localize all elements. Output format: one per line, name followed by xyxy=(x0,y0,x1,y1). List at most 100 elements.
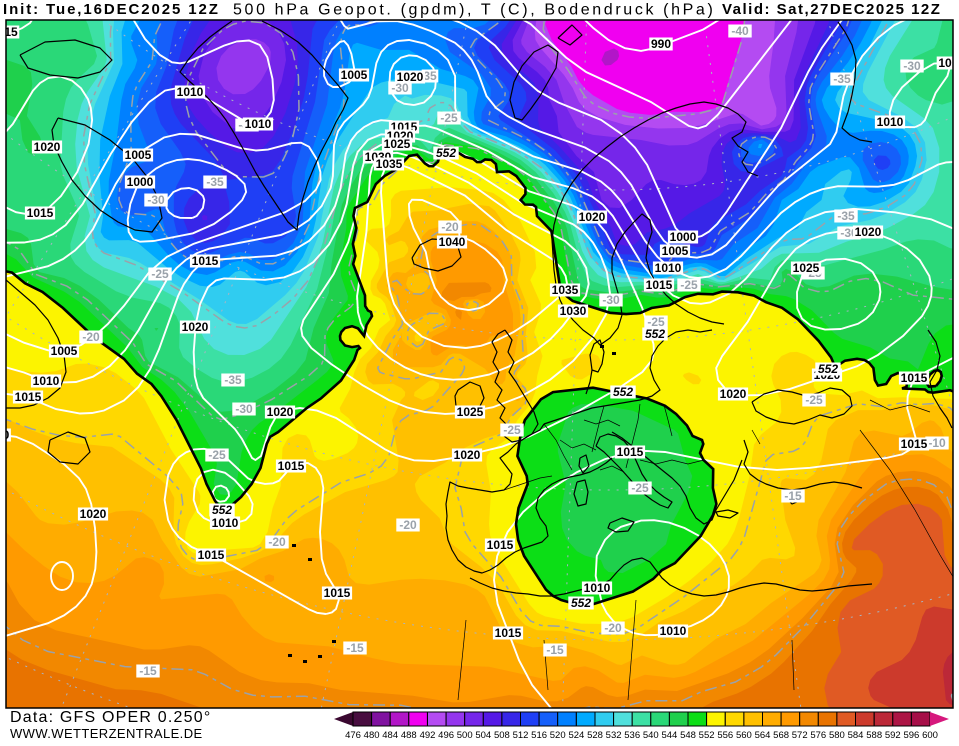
svg-text:544: 544 xyxy=(661,730,677,741)
svg-text:1000: 1000 xyxy=(670,230,697,244)
svg-text:WWW.WETTERZENTRALE.DE: WWW.WETTERZENTRALE.DE xyxy=(10,726,203,741)
svg-text:1010: 1010 xyxy=(660,624,687,638)
svg-text:0: 0 xyxy=(3,428,10,442)
svg-text:568: 568 xyxy=(773,730,789,741)
svg-text:1015: 1015 xyxy=(192,254,219,268)
svg-text:528: 528 xyxy=(587,730,603,741)
svg-text:1030: 1030 xyxy=(560,304,587,318)
svg-text:600: 600 xyxy=(922,730,938,741)
svg-text:500 hPa Geopot. (gpdm), T (C),: 500 hPa Geopot. (gpdm), T (C), Bodendruc… xyxy=(233,2,715,19)
svg-text:552: 552 xyxy=(436,146,456,160)
svg-text:496: 496 xyxy=(438,730,454,741)
svg-text:35: 35 xyxy=(423,69,437,83)
svg-text:1020: 1020 xyxy=(182,320,209,334)
svg-text:-30: -30 xyxy=(391,81,409,95)
svg-text:548: 548 xyxy=(680,730,696,741)
svg-text:1020: 1020 xyxy=(397,70,424,84)
svg-text:1020: 1020 xyxy=(34,140,61,154)
svg-text:990: 990 xyxy=(651,37,671,51)
svg-text:552: 552 xyxy=(571,596,591,610)
svg-text:1010: 1010 xyxy=(33,374,60,388)
svg-text:576: 576 xyxy=(810,730,826,741)
svg-text:-30: -30 xyxy=(602,293,620,307)
svg-text:-25: -25 xyxy=(208,448,226,462)
svg-text:596: 596 xyxy=(903,730,919,741)
svg-text:552: 552 xyxy=(699,730,715,741)
svg-text:-25: -25 xyxy=(151,267,169,281)
svg-text:-35: -35 xyxy=(837,209,855,223)
svg-text:-35: -35 xyxy=(206,175,224,189)
svg-text:560: 560 xyxy=(736,730,752,741)
svg-text:-20: -20 xyxy=(268,535,286,549)
svg-text:540: 540 xyxy=(643,730,659,741)
svg-text:1010: 1010 xyxy=(584,581,611,595)
svg-text:1010: 1010 xyxy=(877,115,904,129)
svg-text:1015: 1015 xyxy=(487,538,514,552)
svg-text:Init: Tue,16DEC2025 12Z: Init: Tue,16DEC2025 12Z xyxy=(3,1,220,18)
svg-text:584: 584 xyxy=(848,730,864,741)
svg-text:1015: 1015 xyxy=(278,459,305,473)
svg-text:556: 556 xyxy=(717,730,733,741)
svg-text:-25: -25 xyxy=(631,481,649,495)
svg-text:Valid: Sat,27DEC2025 12Z: Valid: Sat,27DEC2025 12Z xyxy=(722,1,941,18)
svg-text:1010: 1010 xyxy=(245,117,272,131)
svg-text:480: 480 xyxy=(364,730,380,741)
svg-text:-30: -30 xyxy=(235,402,253,416)
svg-text:-25: -25 xyxy=(503,423,521,437)
svg-text:-25: -25 xyxy=(805,393,823,407)
svg-text:1005: 1005 xyxy=(125,148,152,162)
svg-text:524: 524 xyxy=(568,730,584,741)
svg-text:Data: GFS OPER 0.250°: Data: GFS OPER 0.250° xyxy=(10,709,211,726)
svg-text:1020: 1020 xyxy=(855,225,882,239)
svg-text:1025: 1025 xyxy=(457,405,484,419)
svg-text:1020: 1020 xyxy=(720,387,747,401)
svg-text:1025: 1025 xyxy=(384,137,411,151)
svg-text:1025: 1025 xyxy=(793,261,820,275)
svg-text:504: 504 xyxy=(475,730,491,741)
svg-text:-20: -20 xyxy=(399,518,417,532)
svg-text:1015: 1015 xyxy=(27,206,54,220)
svg-text:536: 536 xyxy=(624,730,640,741)
svg-text:1020: 1020 xyxy=(80,507,107,521)
svg-text:1010: 1010 xyxy=(212,516,239,530)
svg-text:1005: 1005 xyxy=(51,344,78,358)
svg-text:1015: 1015 xyxy=(901,371,928,385)
svg-text:552: 552 xyxy=(212,503,232,517)
svg-text:1020: 1020 xyxy=(267,405,294,419)
svg-text:10: 10 xyxy=(938,56,952,70)
svg-text:588: 588 xyxy=(866,730,882,741)
svg-text:484: 484 xyxy=(382,730,398,741)
svg-text:488: 488 xyxy=(401,730,417,741)
svg-text:-10: -10 xyxy=(928,436,946,450)
svg-text:564: 564 xyxy=(755,730,771,741)
svg-text:1000: 1000 xyxy=(127,175,154,189)
svg-text:-15: -15 xyxy=(784,489,802,503)
svg-text:552: 552 xyxy=(645,327,665,341)
svg-text:1020: 1020 xyxy=(454,448,481,462)
svg-text:-30: -30 xyxy=(147,193,165,207)
svg-text:512: 512 xyxy=(513,730,529,741)
svg-text:580: 580 xyxy=(829,730,845,741)
svg-text:1015: 1015 xyxy=(617,445,644,459)
svg-text:1015: 1015 xyxy=(324,586,351,600)
svg-text:-40: -40 xyxy=(731,24,749,38)
svg-text:520: 520 xyxy=(550,730,566,741)
svg-text:1035: 1035 xyxy=(552,283,579,297)
svg-text:500: 500 xyxy=(457,730,473,741)
svg-text:-20: -20 xyxy=(604,621,622,635)
svg-text:492: 492 xyxy=(420,730,436,741)
svg-text:-25: -25 xyxy=(647,315,665,329)
svg-text:592: 592 xyxy=(885,730,901,741)
svg-text:-30: -30 xyxy=(903,59,921,73)
svg-text:1015: 1015 xyxy=(495,626,522,640)
svg-text:-35: -35 xyxy=(833,72,851,86)
svg-text:1005: 1005 xyxy=(662,244,689,258)
svg-text:15: 15 xyxy=(4,25,18,39)
svg-text:1015: 1015 xyxy=(646,278,673,292)
svg-text:1010: 1010 xyxy=(655,261,682,275)
svg-text:-25: -25 xyxy=(440,111,458,125)
svg-text:1005: 1005 xyxy=(341,68,368,82)
svg-text:-35: -35 xyxy=(224,373,242,387)
svg-text:508: 508 xyxy=(494,730,510,741)
svg-text:572: 572 xyxy=(792,730,808,741)
